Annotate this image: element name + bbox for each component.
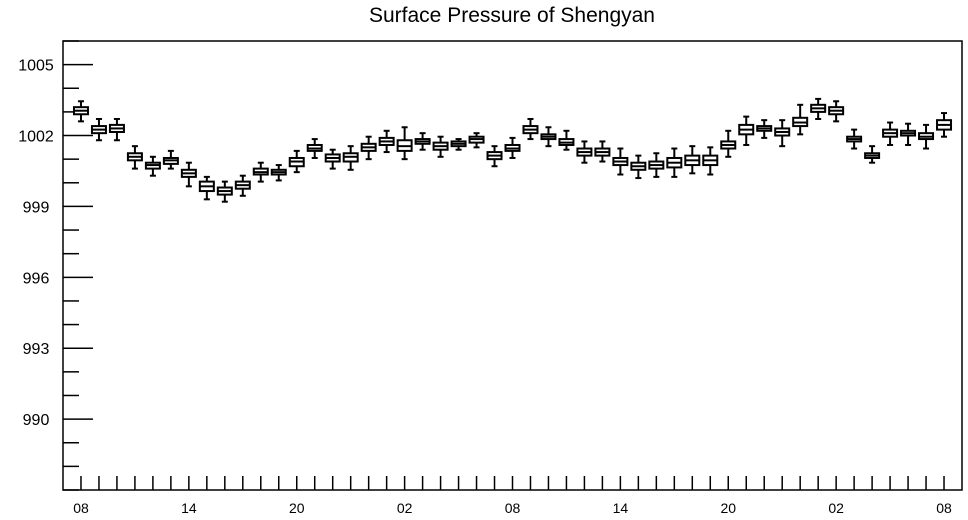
box-item [234,174,251,197]
y-tick-label: 999 [23,199,50,216]
plot-frame [62,40,963,491]
box-item [414,132,431,151]
x-axis: 08 14 20 02 08 14 20 02 08 [73,476,952,516]
x-tick-label: 02 [397,500,413,516]
box-item [594,140,611,163]
box-item [756,119,773,139]
box-item [612,147,629,176]
y-tick-label: 993 [23,341,50,358]
box-item [270,164,287,182]
box-item [126,145,143,170]
box-item [576,140,593,164]
box-item [882,121,899,146]
x-tick-label: 08 [936,500,952,516]
x-tick-label: 08 [73,500,89,516]
x-tick-label: 14 [613,500,629,516]
box-item [198,175,215,201]
box-item [846,128,863,150]
box-item [90,117,107,142]
box-item [378,129,395,154]
box-item [360,135,377,161]
chart-title: Surface Pressure of Shengyan [369,4,655,27]
box-item [108,117,125,142]
box-item [648,152,665,178]
box-item [306,138,323,159]
box-item [162,149,179,170]
box-item [396,126,413,161]
box-item [288,149,305,174]
box-item [468,132,485,149]
x-tick-label: 20 [720,500,736,516]
y-tick-label: 996 [23,270,50,287]
box-item [324,148,341,170]
box-item [450,138,467,151]
box-item [540,126,557,148]
box-item [558,129,575,151]
y-tick-label: 1002 [18,129,54,146]
boxplot-series [72,97,953,203]
box-item [738,115,755,146]
x-tick-label: 20 [289,500,305,516]
box-item [486,145,503,168]
y-axis: 1005 1002 999 996 993 990 [18,40,93,491]
box-item [900,122,917,146]
box-item [522,117,539,141]
box-item [144,155,161,177]
box-item [216,180,233,203]
box-item [666,147,683,178]
x-tick-label: 14 [181,500,197,516]
box-item [810,97,827,120]
box-item [432,135,449,158]
box-item [72,100,89,123]
box-item [630,154,647,180]
box-item [828,100,845,123]
box-item [864,145,881,164]
box-item [252,161,269,183]
box-item [936,112,953,138]
box-item [180,161,197,188]
box-item [918,123,935,150]
y-tick-label: 1005 [18,58,54,75]
box-item [774,119,791,148]
x-tick-label: 02 [828,500,844,516]
box-item [792,103,809,136]
box-item [702,146,719,176]
x-tick-label: 08 [505,500,521,516]
box-item [504,136,521,159]
y-tick-label: 990 [23,412,50,429]
box-item [684,145,701,175]
box-item [342,145,359,171]
box-item [720,129,737,158]
